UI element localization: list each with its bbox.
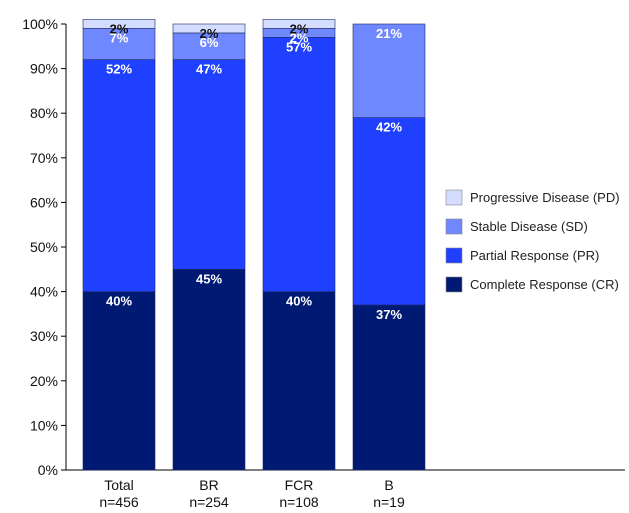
data-label: 57%	[286, 39, 312, 54]
data-label: 6%	[200, 35, 219, 50]
x-tick-label: B	[384, 477, 393, 493]
bar-segment	[172, 23, 246, 34]
y-tick-label: 40%	[30, 284, 58, 300]
data-label: 45%	[196, 271, 222, 286]
bar-segment	[262, 19, 336, 29]
y-tick-label: 60%	[30, 194, 58, 210]
bar-segment	[172, 59, 246, 270]
y-tick-label: 100%	[22, 16, 58, 32]
bar-segment	[262, 291, 336, 471]
y-tick-label: 80%	[30, 105, 58, 121]
x-tick-sublabel: n=254	[189, 494, 229, 510]
data-label: 7%	[110, 30, 129, 45]
bar-segment	[82, 59, 156, 292]
bar-segment	[82, 28, 156, 60]
x-tick-label: Total	[104, 477, 134, 493]
legend: Progressive Disease (PD) Stable Disease (…	[445, 189, 620, 293]
data-label: 37%	[376, 307, 402, 322]
y-tick-label: 20%	[30, 373, 58, 389]
x-tick-sublabel: n=456	[99, 494, 139, 510]
legend-label: Progressive Disease (PD)	[470, 190, 620, 205]
y-tick-label: 50%	[30, 239, 58, 255]
bar-segment	[82, 291, 156, 471]
data-label: 2%	[290, 30, 309, 45]
y-tick-label: 10%	[30, 417, 58, 433]
x-tick-sublabel: n=108	[279, 494, 319, 510]
x-tick-label: FCR	[285, 477, 314, 493]
legend-swatch	[445, 276, 463, 293]
legend-label: Complete Response (CR)	[470, 277, 619, 292]
y-tick-label: 70%	[30, 150, 58, 166]
data-label: 42%	[376, 120, 402, 135]
data-label: 21%	[376, 26, 402, 41]
bar-segment	[82, 19, 156, 29]
legend-label: Partial Response (PR)	[470, 248, 599, 263]
data-label: 40%	[286, 294, 312, 309]
bar-segment	[352, 23, 426, 118]
legend-swatch	[445, 247, 463, 264]
data-label: 2%	[110, 22, 129, 37]
data-label: 52%	[106, 62, 132, 77]
plot-area: 0% 10% 20% 30% 40% 50% 60% 70% 80% 90% 100% 40% 52% 7…	[22, 16, 625, 510]
legend-label: Stable Disease (SD)	[470, 219, 588, 234]
x-tick-sublabel: n=19	[373, 494, 405, 510]
bar-segment	[172, 268, 246, 471]
data-label: 40%	[106, 294, 132, 309]
legend-swatch	[445, 218, 463, 235]
data-label: 2%	[290, 22, 309, 37]
bar-segment	[262, 37, 336, 292]
y-tick-label: 90%	[30, 61, 58, 77]
data-label: 2%	[200, 26, 219, 41]
bar-segment	[352, 117, 426, 306]
y-tick-label: 0%	[38, 462, 58, 478]
y-tick-label: 30%	[30, 328, 58, 344]
legend-swatch	[445, 189, 463, 206]
bar-segment	[352, 304, 426, 471]
data-label: 47%	[196, 62, 222, 77]
x-tick-label: BR	[199, 477, 218, 493]
